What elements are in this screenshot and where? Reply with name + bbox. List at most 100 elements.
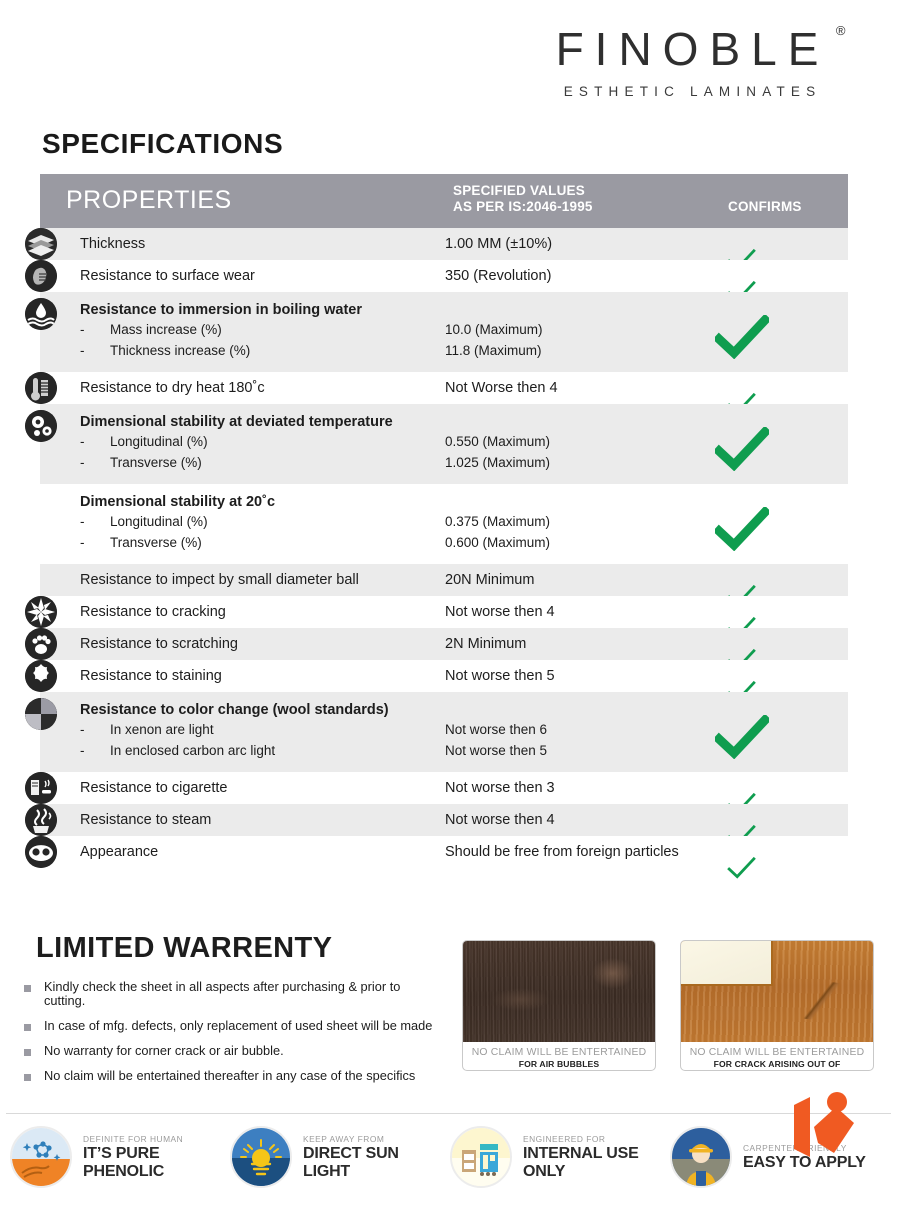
photo-caption-sub-line1: FOR CRACK ARISING OUT OF: [713, 1059, 841, 1069]
property-label: Dimensional stability at 20˚c: [80, 494, 276, 510]
steam-icon: [25, 804, 57, 836]
value-text: 0.600 (Maximum): [445, 535, 551, 550]
value-cell: 0.375 (Maximum) 0.600 (Maximum): [445, 493, 695, 553]
value-text: Not worse then 3: [445, 780, 555, 796]
property-cell: Appearance: [40, 836, 445, 868]
bullet-icon: [24, 1049, 31, 1056]
subrow-dash: -: [80, 434, 85, 449]
property-label: Resistance to surface wear: [80, 268, 255, 284]
photo-caption-main: NO CLAIM WILL BE ENTERTAINED: [689, 1047, 865, 1058]
value-text: 2N Minimum: [445, 636, 527, 652]
subrow-label: Longitudinal (%): [110, 514, 208, 529]
warranty-list-item: In case of mfg. defects, only replacemen…: [24, 1019, 444, 1033]
value-cell: Not Worse then 4: [445, 372, 695, 404]
subrow-dash: -: [80, 514, 85, 529]
value-cell: 2N Minimum: [445, 628, 695, 660]
property-label: Resistance to steam: [80, 812, 212, 828]
cigarette-icon: [25, 772, 57, 804]
subrow-label: In xenon are light: [110, 722, 214, 737]
specifications-table: PROPERTIES SPECIFIED VALUES AS PER IS:20…: [25, 174, 848, 879]
warranty-item-text: No claim will be entertained thereafter …: [44, 1068, 416, 1083]
photo-caption-main: NO CLAIM WILL BE ENTERTAINED: [471, 1047, 647, 1058]
property-label: Thickness: [80, 236, 146, 252]
value-text: 10.0 (Maximum): [445, 322, 543, 337]
column-header-values-line2: AS PER IS:2046-1995: [453, 198, 593, 214]
warranty-title: LIMITED WARRENTY: [36, 932, 333, 964]
property-label: Resistance to color change (wool standar…: [80, 702, 389, 718]
footer-divider: [6, 1113, 891, 1114]
property-label: Resistance to impect by small diameter b…: [80, 572, 359, 588]
bullet-icon: [24, 985, 31, 992]
property-subrow: - In xenon are light: [80, 719, 445, 740]
warranty-photo-crack: NO CLAIM WILL BE ENTERTAINED FOR CRACK A…: [680, 940, 874, 1071]
thumb-wear-icon: [25, 260, 57, 292]
appearance-icon: [25, 836, 57, 868]
molecule-hand-icon: [10, 1126, 72, 1188]
value-text: 1.025 (Maximum): [445, 455, 551, 470]
value-cell: Should be free from foreign particles: [445, 836, 695, 868]
table-row: Resistance to steam Not worse then 4: [25, 804, 848, 847]
property-label: Resistance to scratching: [80, 636, 238, 652]
badge-title: INTERNAL USE ONLY: [523, 1144, 639, 1180]
table-row: Resistance to color change (wool standar…: [25, 692, 848, 772]
badge-title: IT’S PURE PHENOLIC: [83, 1144, 165, 1180]
warranty-item-text: Kindly check the sheet in all aspects af…: [44, 979, 401, 1008]
table-row: Resistance to cracking Not worse then 4: [25, 596, 848, 639]
table-row: Appearance Should be free from foreign pa…: [25, 836, 848, 879]
footer-badge: KEEP AWAY FROM DIRECT SUN LIGHT: [230, 1126, 450, 1188]
warranty-list-item: No claim will be entertained thereafter …: [24, 1069, 444, 1083]
warranty-item-text: No warranty for corner crack or air bubb…: [44, 1043, 284, 1058]
subrow-label: In enclosed carbon arc light: [110, 743, 276, 758]
subrow-dash: -: [80, 343, 85, 358]
property-label: Resistance to immersion in boiling water: [80, 302, 363, 318]
value-text: Not worse then 5: [445, 743, 548, 758]
badge-subtitle: ENGINEERED FOR: [523, 1133, 606, 1144]
subrow-dash: -: [80, 455, 85, 470]
value-text: 0.550 (Maximum): [445, 434, 551, 449]
value-text: 0.375 (Maximum): [445, 514, 551, 529]
photo-caption: NO CLAIM WILL BE ENTERTAINED FOR AIR BUB…: [463, 1042, 655, 1070]
brand-logo: FINOBLE ® ESTHETIC LAMINATES: [520, 23, 865, 99]
property-subrow: - Mass increase (%): [80, 319, 445, 340]
property-label: Resistance to cigarette: [80, 780, 228, 796]
value-cell: 1.00 MM (±10%): [445, 228, 695, 260]
table-row: Resistance to staining Not worse then 5: [25, 660, 848, 703]
property-subrow: - In enclosed carbon arc light: [80, 740, 445, 761]
stain-icon: [25, 660, 57, 692]
check-icon: [727, 856, 756, 880]
property-cell: Thickness: [40, 228, 445, 260]
warranty-photo-air-bubbles: NO CLAIM WILL BE ENTERTAINED FOR AIR BUB…: [462, 940, 656, 1071]
value-spacer: [445, 493, 695, 511]
color-wheel-icon: [25, 698, 57, 730]
value-cell: 20N Minimum: [445, 564, 695, 596]
value-cell: 10.0 (Maximum) 11.8 (Maximum): [445, 301, 695, 361]
brand-name: FINOBLE ®: [555, 23, 846, 75]
value-text: 20N Minimum: [445, 572, 535, 588]
property-cell: Resistance to immersion in boiling water…: [40, 301, 445, 361]
value-text: 1.00 MM (±10%): [445, 236, 553, 252]
table-header-row: PROPERTIES SPECIFIED VALUES AS PER IS:20…: [40, 174, 848, 228]
warranty-item-text: In case of mfg. defects, only replacemen…: [44, 1018, 433, 1033]
table-row: Thickness 1.00 MM (±10%): [25, 228, 848, 271]
k-logo-icon: [794, 1092, 854, 1157]
check-icon: [715, 507, 769, 551]
layers-icon: [25, 228, 57, 260]
brand-name-text: FINOBLE: [555, 23, 830, 75]
badge-text: KEEP AWAY FROM DIRECT SUN LIGHT: [303, 1134, 450, 1181]
property-cell: Resistance to steam: [40, 804, 445, 836]
property-subrow: - Longitudinal (%): [80, 431, 445, 452]
property-cell: Dimensional stability at 20˚c - Longitudin…: [40, 493, 445, 553]
crack-icon: [25, 596, 57, 628]
table-row: Dimensional stability at 20˚c - Longitudin…: [40, 484, 848, 564]
value-text: Not worse then 4: [445, 604, 555, 620]
property-label: Appearance: [80, 844, 159, 860]
footer-badges: DEFINITE FOR HUMAN IT’S PURE PHENOLIC KEEP…: [10, 1126, 890, 1188]
property-cell: Resistance to impect by small diameter b…: [40, 564, 445, 596]
bullet-icon: [24, 1074, 31, 1081]
property-cell: Dimensional stability at deviated temper…: [40, 413, 445, 473]
value-text: 350 (Revolution): [445, 268, 552, 284]
property-subrow: - Thickness increase (%): [80, 340, 445, 361]
check-icon: [715, 427, 769, 471]
dark-wood-panel-image: [463, 941, 655, 1042]
value-cell: Not worse then 6 Not worse then 5: [445, 701, 695, 761]
